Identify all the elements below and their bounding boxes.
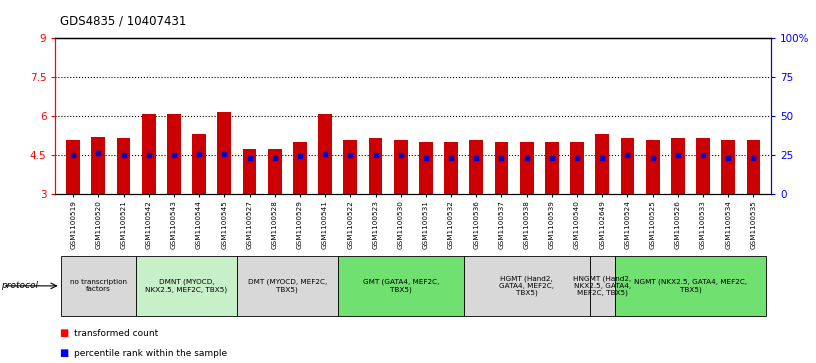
Bar xyxy=(167,114,181,194)
Bar xyxy=(721,140,735,194)
Text: ■: ■ xyxy=(60,329,69,338)
Bar xyxy=(747,140,761,194)
Bar xyxy=(338,256,463,316)
Bar xyxy=(494,142,508,194)
Bar xyxy=(570,142,584,194)
Bar xyxy=(696,138,710,194)
Text: GMT (GATA4, MEF2C,
TBX5): GMT (GATA4, MEF2C, TBX5) xyxy=(362,279,439,293)
Bar xyxy=(66,140,80,194)
Bar xyxy=(615,256,766,316)
Bar xyxy=(520,142,534,194)
Bar xyxy=(268,149,282,194)
Bar xyxy=(242,149,256,194)
Text: HGMT (Hand2,
GATA4, MEF2C,
TBX5): HGMT (Hand2, GATA4, MEF2C, TBX5) xyxy=(499,276,554,296)
Bar xyxy=(369,138,383,194)
Bar xyxy=(136,256,237,316)
Bar xyxy=(394,140,408,194)
Text: transformed count: transformed count xyxy=(74,329,158,338)
Bar xyxy=(193,134,206,194)
Text: DMNT (MYOCD,
NKX2.5, MEF2C, TBX5): DMNT (MYOCD, NKX2.5, MEF2C, TBX5) xyxy=(145,279,228,293)
Text: GDS4835 / 10407431: GDS4835 / 10407431 xyxy=(60,14,186,27)
Bar xyxy=(545,142,559,194)
Bar xyxy=(444,142,458,194)
Bar xyxy=(91,137,105,194)
Text: no transcription
factors: no transcription factors xyxy=(70,280,126,292)
Bar xyxy=(293,142,307,194)
Text: NGMT (NKX2.5, GATA4, MEF2C,
TBX5): NGMT (NKX2.5, GATA4, MEF2C, TBX5) xyxy=(634,279,747,293)
Bar xyxy=(463,256,590,316)
Text: protocol: protocol xyxy=(1,281,38,290)
Bar xyxy=(620,138,634,194)
Text: ■: ■ xyxy=(60,348,69,358)
Bar xyxy=(596,134,610,194)
Bar xyxy=(318,114,332,194)
Bar xyxy=(60,256,136,316)
Bar xyxy=(142,114,156,194)
Bar xyxy=(217,112,231,194)
Bar xyxy=(117,138,131,194)
Bar xyxy=(590,256,615,316)
Bar xyxy=(469,140,483,194)
Bar xyxy=(645,140,659,194)
Bar xyxy=(419,142,432,194)
Text: HNGMT (Hand2,
NKX2.5, GATA4,
MEF2C, TBX5): HNGMT (Hand2, NKX2.5, GATA4, MEF2C, TBX5… xyxy=(573,276,632,296)
Bar xyxy=(344,140,357,194)
Bar xyxy=(671,138,685,194)
Text: percentile rank within the sample: percentile rank within the sample xyxy=(74,349,228,358)
Text: DMT (MYOCD, MEF2C,
TBX5): DMT (MYOCD, MEF2C, TBX5) xyxy=(248,279,327,293)
Bar xyxy=(237,256,338,316)
